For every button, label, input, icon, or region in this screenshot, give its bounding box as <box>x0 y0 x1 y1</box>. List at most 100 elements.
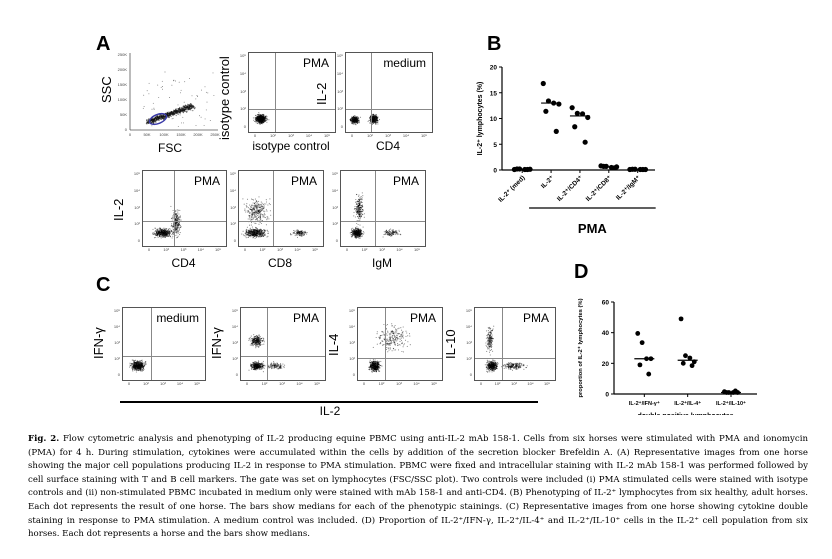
panel-c-axis-line <box>120 401 538 403</box>
condition-label: PMA <box>290 174 317 188</box>
condition-label: medium <box>383 56 426 70</box>
data-point <box>639 340 645 346</box>
log-tick-label: 10² <box>259 247 266 252</box>
xlabel: IgM <box>371 256 392 270</box>
panel-letter-d: D <box>574 261 589 283</box>
log-tick-label: 10³ <box>396 381 402 386</box>
condition-label: PMA <box>522 311 549 325</box>
log-tick-label: 10⁵ <box>133 171 140 176</box>
quadrant-dots <box>248 334 286 373</box>
y-tick-label: 40 <box>602 330 610 337</box>
log-tick-label: 0 <box>243 124 246 129</box>
log-tick-label: 10² <box>163 247 170 252</box>
quadrant-gate-horizontal <box>358 358 442 359</box>
log-tick-label: 0 <box>243 247 247 252</box>
log-tick-label: 10⁵ <box>229 171 236 176</box>
quadrant-gate-vertical <box>375 171 376 246</box>
quadrant-gate-horizontal <box>475 358 555 359</box>
ylabel: IL-2 <box>111 198 126 221</box>
log-tick-label: 10³ <box>385 133 391 138</box>
condition-label: medium <box>156 311 199 325</box>
ylabel-ssc: SSC <box>99 76 114 103</box>
log-tick-label: 10² <box>367 133 373 138</box>
fsc-tick-label: 150K <box>176 132 186 137</box>
log-tick-label: 10² <box>232 356 238 361</box>
ylabel: IL-4 <box>326 333 341 356</box>
ylabel: IL-2 <box>314 82 329 105</box>
quadrant-gate-horizontal <box>143 221 226 222</box>
log-tick-label: 10³ <box>114 340 120 345</box>
ssc-tick-label: 200K <box>117 67 127 72</box>
log-tick-label: 10⁴ <box>229 187 236 193</box>
log-tick-label: 10³ <box>379 247 385 252</box>
quadrant-plot-area: medium <box>345 52 433 133</box>
log-tick-label: 10² <box>240 106 246 112</box>
log-tick-label: 10² <box>466 356 472 361</box>
quadrant-gate-vertical <box>151 308 152 380</box>
ssc-tick-label: 150K <box>117 82 127 87</box>
ylabel: IFN-γ <box>91 327 106 360</box>
log-tick-label: 0 <box>233 238 236 243</box>
panel-letter-a: A <box>96 33 111 55</box>
y-axis-label: IL-2⁺ lymphocytes (%) <box>477 82 484 156</box>
quadrant-plot-area: PMA <box>238 170 324 247</box>
log-tick-label: 10² <box>143 381 149 386</box>
log-tick-label: 10⁴ <box>413 381 420 386</box>
log-tick-label: 10⁴ <box>527 381 534 386</box>
ssc-tick-label: 0 <box>124 127 127 132</box>
log-tick-label: 10⁵ <box>348 308 355 313</box>
y-tick-label: 20 <box>490 65 498 72</box>
data-point <box>582 139 588 145</box>
category-label: IL-2⁺/IL-4⁺ <box>674 400 701 407</box>
log-tick-label: 10⁴ <box>231 324 238 329</box>
category-label: IL-2⁺/IL-10⁺ <box>716 400 746 407</box>
log-tick-label: 10³ <box>337 88 343 94</box>
xlabel: isotype control <box>252 139 330 153</box>
log-tick-label: 10⁵ <box>323 133 331 138</box>
y-axis-label: proportion of IL-2⁺ lymphocytes (%) <box>577 298 584 397</box>
log-tick-label: 10⁵ <box>313 381 321 386</box>
log-tick-label: 10⁵ <box>420 133 428 138</box>
ylabel: IL-10 <box>443 329 458 360</box>
log-tick-label: 10⁴ <box>305 133 313 138</box>
data-point <box>545 98 552 104</box>
log-tick-label: 10² <box>361 247 368 252</box>
quadrant-gate-horizontal <box>341 221 425 222</box>
quadrant-gate-vertical <box>371 53 372 132</box>
log-tick-label: 10² <box>261 381 268 386</box>
quadrant-gate-horizontal <box>239 221 323 222</box>
data-point <box>637 362 643 368</box>
log-tick-label: 10² <box>332 221 338 227</box>
log-tick-label: 10³ <box>240 88 246 94</box>
log-tick-label: 10⁵ <box>413 247 421 252</box>
category-label: IL-2⁺/CD4⁺ <box>556 174 585 203</box>
fsc-tick-label: 100K <box>159 132 169 137</box>
condition-label: PMA <box>292 311 319 325</box>
log-tick-label: 10⁵ <box>331 171 338 176</box>
data-point <box>687 355 693 361</box>
data-point <box>556 101 562 107</box>
log-tick-label: 0 <box>479 381 483 386</box>
quadrant-plot-area: PMA <box>474 307 556 381</box>
y-tick-label: 0 <box>605 392 609 399</box>
condition-label: PMA <box>193 174 220 188</box>
caption-label: Fig. 2. <box>28 434 60 444</box>
quadrant-gate-vertical <box>502 308 503 380</box>
fsc-tick-label: 0 <box>128 132 132 137</box>
log-tick-label: 10³ <box>511 381 517 386</box>
log-tick-label: 0 <box>127 381 131 386</box>
xlabel: CD4 <box>375 139 400 153</box>
ssc-tick-label: 100K <box>117 97 127 102</box>
quadrant-dots <box>129 359 147 373</box>
log-tick-label: 10⁴ <box>113 324 120 329</box>
log-tick-label: 10² <box>494 381 501 386</box>
log-tick-label: 10² <box>337 106 343 112</box>
condition-label: PMA <box>392 174 419 188</box>
log-tick-label: 10⁴ <box>239 70 246 76</box>
log-tick-label: 10³ <box>134 204 140 210</box>
log-tick-label: 10³ <box>230 204 236 210</box>
log-tick-label: 10⁴ <box>197 247 204 252</box>
data-point <box>574 110 580 116</box>
condition-label: PMA <box>302 56 329 70</box>
